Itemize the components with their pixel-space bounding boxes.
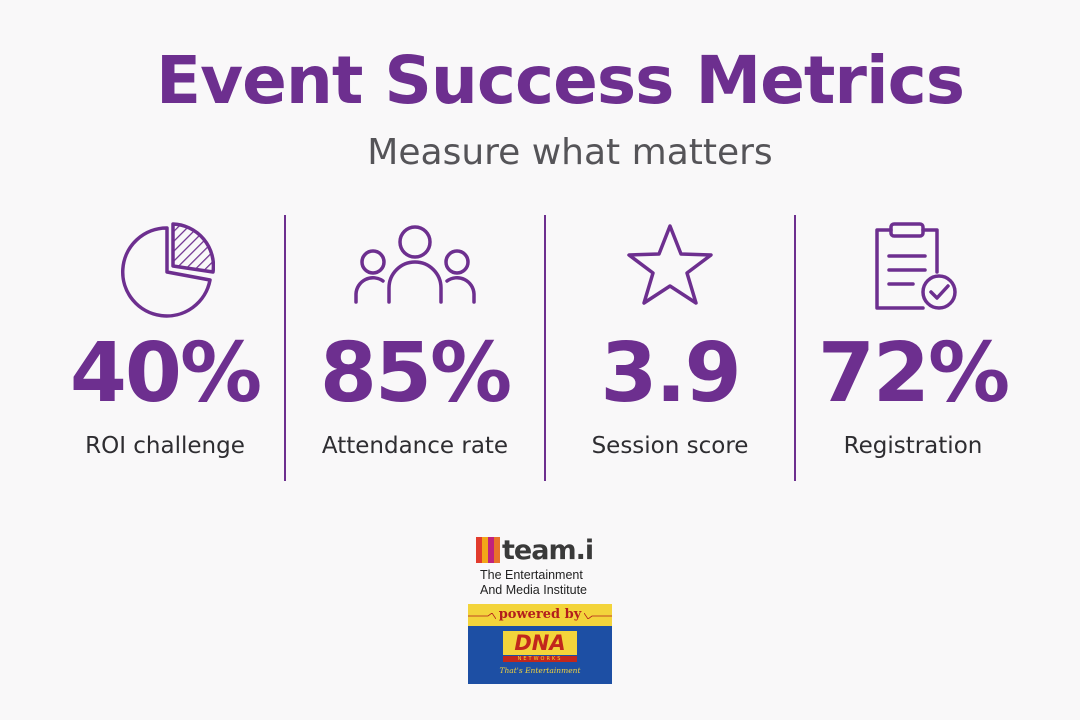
page-subtitle: Measure what matters <box>367 132 773 173</box>
metric-label: Session score <box>591 433 749 459</box>
clipboard-check-icon <box>803 220 1023 325</box>
pie-chart-icon <box>55 220 275 325</box>
column-divider <box>544 215 546 481</box>
metric-attendance: 85% Attendance rate <box>305 220 525 459</box>
brand-logo: team.i The Entertainment And Media Insti… <box>468 536 612 684</box>
teami-logo: team.i <box>476 536 612 564</box>
page-title: Event Success Metrics <box>155 42 965 119</box>
metric-label: Registration <box>843 433 983 459</box>
metric-registration: 72% Registration <box>803 220 1023 459</box>
dna-networks-logo: powered by DNA NETWORKS That's Entertain… <box>468 604 612 684</box>
people-group-icon <box>305 220 525 325</box>
powered-by-banner: powered by <box>468 604 612 626</box>
metric-value: 85% <box>319 326 512 421</box>
metric-value: 3.9 <box>600 326 741 421</box>
metric-session: 3.9 Session score <box>560 220 780 459</box>
metric-value: 40% <box>69 326 262 421</box>
column-divider <box>284 215 286 481</box>
metric-roi: 40% ROI challenge <box>55 220 275 459</box>
metric-label: ROI challenge <box>85 433 245 459</box>
star-icon <box>560 220 780 325</box>
powered-by-text: powered by <box>495 607 585 622</box>
metric-value: 72% <box>817 326 1010 421</box>
color-bars-icon <box>476 537 500 563</box>
column-divider <box>794 215 796 481</box>
tagline-line-2: And Media Institute <box>480 583 588 597</box>
logo-tagline: The Entertainment And Media Institute <box>480 568 612 598</box>
metric-label: Attendance rate <box>321 433 509 459</box>
tagline-line-1: The Entertainment <box>480 568 583 582</box>
dna-networks-text: NETWORKS <box>503 656 577 662</box>
teami-wordmark: team.i <box>502 534 594 566</box>
dna-wordmark: DNA <box>503 631 577 655</box>
dna-tagline: That's Entertainment <box>499 666 581 675</box>
